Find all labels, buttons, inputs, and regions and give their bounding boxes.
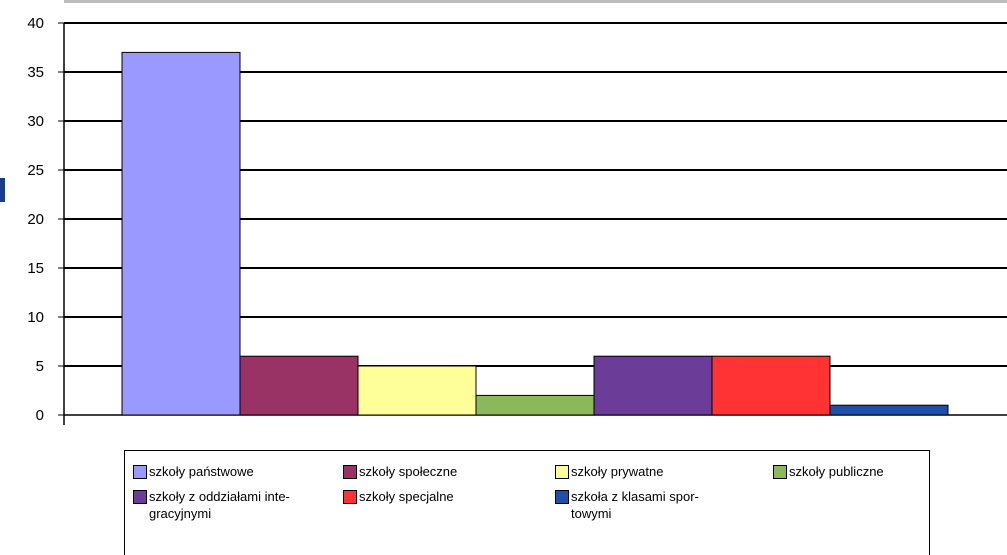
y-tick-label: 40 bbox=[27, 15, 44, 32]
legend-label: szkoły z oddziałami inte- gracyjnymi bbox=[149, 489, 290, 521]
y-tick-label: 30 bbox=[27, 113, 44, 130]
y-tick-label: 10 bbox=[27, 309, 44, 326]
bar-3 bbox=[357, 365, 477, 416]
bar-1 bbox=[121, 51, 241, 416]
chart-legend: szkoły państwowe szkoły społeczne szkoły p… bbox=[124, 450, 930, 555]
y-tick-label: 0 bbox=[36, 407, 44, 424]
legend-swatch bbox=[555, 490, 569, 504]
legend-swatch bbox=[555, 465, 569, 479]
bar-4 bbox=[475, 394, 595, 416]
legend-item: szkoła z klasami spor- towymi bbox=[555, 488, 699, 522]
legend-swatch bbox=[133, 465, 147, 479]
legend-item: szkoły państwowe bbox=[133, 463, 254, 480]
y-tick-label: 25 bbox=[27, 162, 44, 179]
legend-label: szkoły prywatne bbox=[571, 464, 664, 479]
legend-swatch bbox=[133, 490, 147, 504]
legend-item: szkoły publiczne bbox=[773, 463, 884, 480]
bar-chart: 0 5 10 15 20 25 30 35 40 bbox=[27, 15, 1007, 425]
legend-label: szkoły państwowe bbox=[149, 464, 254, 479]
bar-2 bbox=[239, 355, 359, 416]
legend-swatch bbox=[343, 465, 357, 479]
legend-label: szkoły specjalne bbox=[359, 489, 454, 504]
legend-item: szkoły społeczne bbox=[343, 463, 457, 480]
legend-item: szkoły specjalne bbox=[343, 488, 454, 505]
legend-label: szkoły społeczne bbox=[359, 464, 458, 479]
y-tick-label: 15 bbox=[27, 260, 44, 277]
edge-accent-mark bbox=[0, 178, 5, 202]
legend-swatch bbox=[343, 490, 357, 504]
legend-label: szkoły publiczne bbox=[789, 464, 884, 479]
legend-label: szkoła z klasami spor- towymi bbox=[571, 489, 699, 521]
legend-swatch bbox=[773, 465, 787, 479]
legend-item: szkoły z oddziałami inte- gracyjnymi bbox=[133, 488, 290, 522]
top-strip bbox=[64, 0, 1007, 3]
legend-item: szkoły prywatne bbox=[555, 463, 663, 480]
bar-5 bbox=[593, 355, 713, 416]
bar-7 bbox=[829, 404, 949, 416]
y-tick-label: 20 bbox=[27, 211, 44, 228]
y-tick-label: 35 bbox=[27, 64, 44, 81]
bar-6 bbox=[711, 355, 831, 416]
y-tick-label: 5 bbox=[36, 358, 44, 375]
